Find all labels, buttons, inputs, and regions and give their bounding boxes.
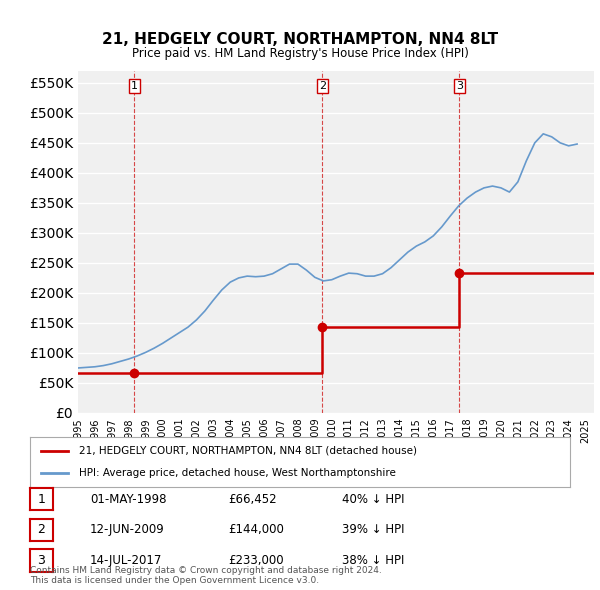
Text: 1: 1 bbox=[37, 493, 46, 506]
Text: 40% ↓ HPI: 40% ↓ HPI bbox=[342, 493, 404, 506]
Text: £144,000: £144,000 bbox=[228, 523, 284, 536]
Text: 12-JUN-2009: 12-JUN-2009 bbox=[90, 523, 165, 536]
Text: 1: 1 bbox=[131, 81, 138, 91]
Text: Price paid vs. HM Land Registry's House Price Index (HPI): Price paid vs. HM Land Registry's House … bbox=[131, 47, 469, 60]
Text: 01-MAY-1998: 01-MAY-1998 bbox=[90, 493, 167, 506]
Text: 21, HEDGELY COURT, NORTHAMPTON, NN4 8LT (detached house): 21, HEDGELY COURT, NORTHAMPTON, NN4 8LT … bbox=[79, 445, 416, 455]
Text: 3: 3 bbox=[37, 554, 46, 567]
Text: 2: 2 bbox=[319, 81, 326, 91]
Text: 2: 2 bbox=[37, 523, 46, 536]
Text: Contains HM Land Registry data © Crown copyright and database right 2024.
This d: Contains HM Land Registry data © Crown c… bbox=[30, 566, 382, 585]
Text: 14-JUL-2017: 14-JUL-2017 bbox=[90, 554, 163, 567]
Text: £233,000: £233,000 bbox=[228, 554, 284, 567]
Text: 38% ↓ HPI: 38% ↓ HPI bbox=[342, 554, 404, 567]
Text: £66,452: £66,452 bbox=[228, 493, 277, 506]
Text: 39% ↓ HPI: 39% ↓ HPI bbox=[342, 523, 404, 536]
Text: 3: 3 bbox=[456, 81, 463, 91]
Text: 21, HEDGELY COURT, NORTHAMPTON, NN4 8LT: 21, HEDGELY COURT, NORTHAMPTON, NN4 8LT bbox=[102, 32, 498, 47]
Text: HPI: Average price, detached house, West Northamptonshire: HPI: Average price, detached house, West… bbox=[79, 468, 395, 478]
